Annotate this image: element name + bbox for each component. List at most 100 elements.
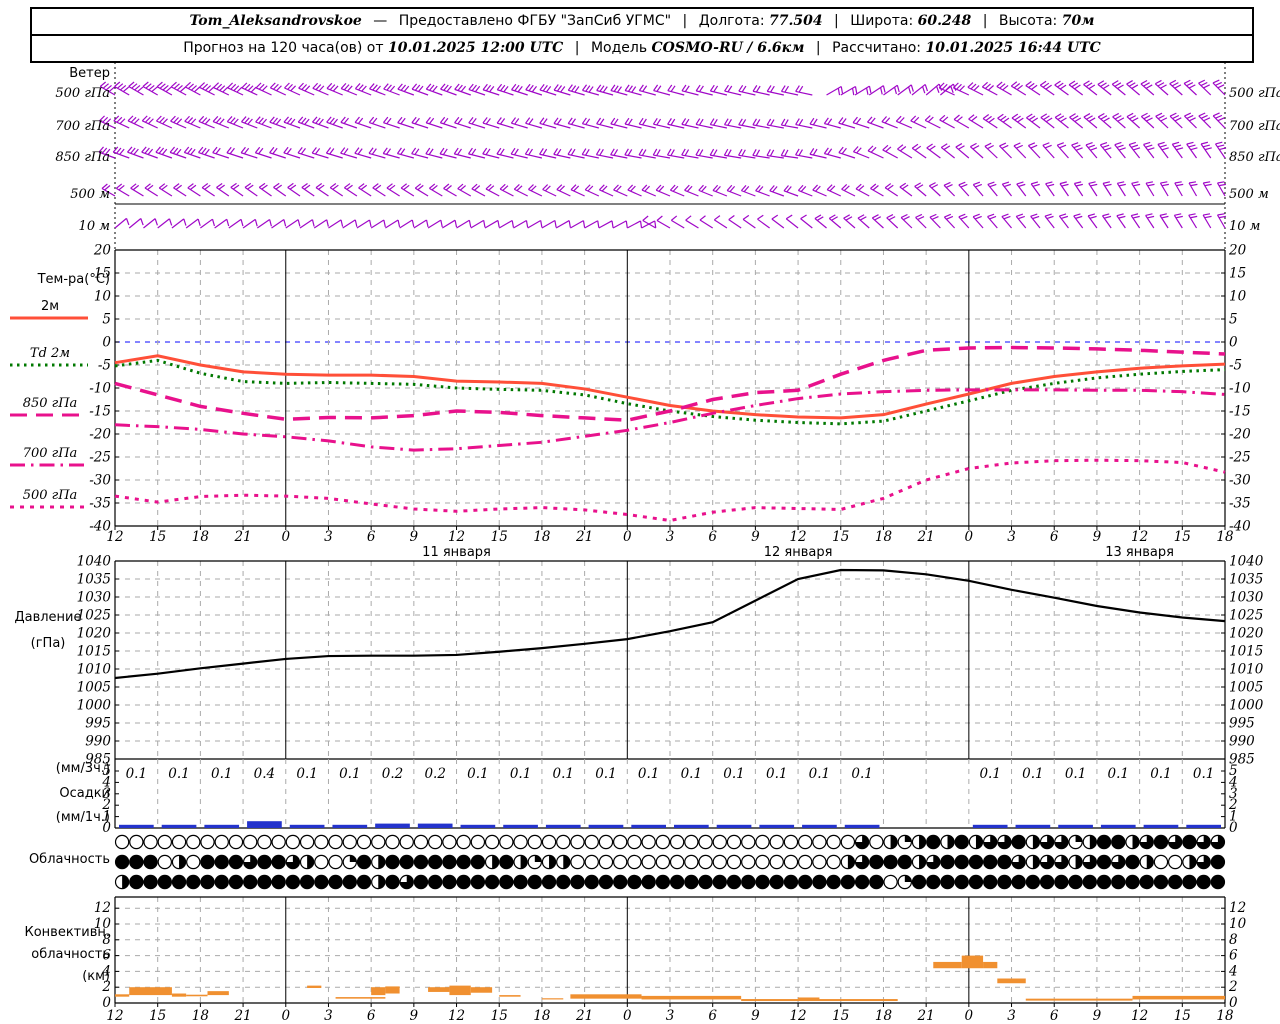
svg-text:15: 15 [832, 1008, 849, 1024]
precip-panel-title: Осадки [59, 786, 110, 801]
svg-text:0.1: 0.1 [168, 766, 189, 782]
convective-title-3: (км) [82, 969, 110, 984]
forecast-label: Прогноз на 120 часа(ов) от [183, 40, 384, 56]
svg-text:12: 12 [106, 529, 123, 545]
svg-text:5: 5 [1229, 763, 1238, 779]
svg-text:4: 4 [101, 963, 111, 979]
svg-text:9: 9 [751, 1008, 760, 1024]
wind-panel-title: Ветер [69, 66, 110, 81]
svg-text:12: 12 [1131, 1008, 1148, 1024]
svg-text:-25: -25 [1229, 450, 1251, 466]
svg-text:995: 995 [85, 716, 111, 732]
svg-text:2: 2 [101, 979, 111, 995]
svg-text:0: 0 [102, 995, 111, 1011]
svg-text:1010: 1010 [77, 662, 112, 678]
calc-time: 10.01.2025 16:44 UTC [925, 40, 1101, 56]
svg-text:-40: -40 [1229, 519, 1251, 535]
svg-text:995: 995 [1229, 716, 1255, 732]
svg-text:0.1: 0.1 [595, 766, 616, 782]
svg-text:21: 21 [575, 529, 593, 545]
svg-text:1030: 1030 [1229, 590, 1264, 606]
longitude-label: Долгота: [698, 13, 765, 29]
svg-text:10: 10 [1229, 916, 1247, 932]
svg-text:0.1: 0.1 [296, 766, 317, 782]
svg-text:0.4: 0.4 [254, 766, 275, 782]
svg-text:1005: 1005 [1229, 680, 1263, 696]
svg-text:18: 18 [875, 1008, 893, 1024]
svg-text:1035: 1035 [77, 572, 111, 588]
svg-text:12: 12 [1229, 900, 1246, 916]
latitude-label: Широта: [850, 13, 914, 29]
svg-text:5: 5 [102, 312, 111, 328]
convective-title-1: Конвективн. [24, 925, 110, 940]
svg-text:985: 985 [1229, 752, 1255, 768]
precip-unit-3h: (мм/3ч.) [55, 761, 110, 776]
svg-text:0.2: 0.2 [424, 766, 445, 782]
svg-text:1040: 1040 [77, 554, 112, 570]
svg-text:0: 0 [1229, 820, 1238, 836]
model-resolution: / 6.6км [747, 40, 805, 56]
wind-level-850hpa-label: 850 гПа [55, 150, 110, 165]
latitude-value: 60.248 [917, 13, 972, 29]
svg-text:-25: -25 [89, 450, 111, 466]
svg-text:21: 21 [575, 1008, 593, 1024]
svg-text:3: 3 [1229, 786, 1238, 802]
svg-text:0: 0 [623, 1008, 632, 1024]
svg-text:4: 4 [1228, 963, 1238, 979]
svg-text:0: 0 [623, 529, 632, 545]
wind-level-500m-label: 500 м [70, 187, 110, 202]
pressure-panel-unit: (гПа) [30, 636, 66, 651]
svg-text:1025: 1025 [1229, 608, 1263, 624]
svg-text:12 января: 12 января [764, 545, 833, 560]
svg-text:9: 9 [751, 529, 760, 545]
separator: | [682, 13, 688, 29]
svg-text:2: 2 [101, 797, 111, 813]
svg-text:8: 8 [102, 932, 111, 948]
svg-text:-40: -40 [89, 519, 111, 535]
svg-text:21: 21 [917, 529, 935, 545]
svg-text:6: 6 [1229, 948, 1238, 964]
svg-text:6: 6 [1050, 529, 1059, 545]
svg-text:12: 12 [94, 900, 111, 916]
svg-text:12: 12 [1131, 529, 1148, 545]
station-name: Tom_Aleksandrovskoe [189, 13, 362, 29]
svg-text:15: 15 [149, 1008, 166, 1024]
svg-text:12: 12 [789, 1008, 806, 1024]
svg-text:15: 15 [832, 529, 849, 545]
wind-level-700hpa-label: 700 гПа [55, 119, 110, 134]
svg-text:15: 15 [1174, 1008, 1191, 1024]
svg-text:18: 18 [192, 529, 210, 545]
separator: | [834, 13, 839, 29]
svg-text:0: 0 [1229, 995, 1238, 1011]
svg-text:1040: 1040 [1229, 554, 1264, 570]
svg-text:6: 6 [708, 1008, 717, 1024]
svg-text:10: 10 [94, 289, 112, 305]
svg-text:-10: -10 [1229, 381, 1251, 397]
header-row-1: Tom_Aleksandrovskoe — Предоставлено ФГБУ… [32, 9, 1252, 34]
svg-text:10: 10 [94, 916, 112, 932]
svg-text:0.1: 0.1 [809, 766, 830, 782]
svg-text:10: 10 [1229, 289, 1247, 305]
svg-text:-35: -35 [89, 496, 111, 512]
svg-text:5: 5 [102, 763, 111, 779]
svg-text:3: 3 [102, 786, 111, 802]
svg-text:0.1: 0.1 [126, 766, 147, 782]
provider: Предоставлено ФГБУ "ЗапСиб УГМС" [398, 13, 672, 29]
svg-text:0.1: 0.1 [766, 766, 787, 782]
svg-text:0.2: 0.2 [382, 766, 403, 782]
svg-text:21: 21 [233, 529, 251, 545]
model-name: COSMO-RU [651, 40, 743, 56]
svg-text:4: 4 [101, 774, 111, 790]
svg-text:20: 20 [93, 243, 112, 259]
svg-text:0: 0 [102, 820, 111, 836]
svg-text:0.1: 0.1 [851, 766, 872, 782]
wind-level-10m-label-right: 10 м [1229, 219, 1261, 234]
svg-text:6: 6 [1050, 1008, 1059, 1024]
svg-text:12: 12 [789, 529, 806, 545]
temperature-panel-title: Тем-ра(°C) [37, 272, 110, 287]
svg-text:9: 9 [410, 1008, 419, 1024]
svg-text:0.1: 0.1 [339, 766, 360, 782]
svg-text:15: 15 [149, 529, 166, 545]
svg-text:20: 20 [1228, 243, 1247, 259]
